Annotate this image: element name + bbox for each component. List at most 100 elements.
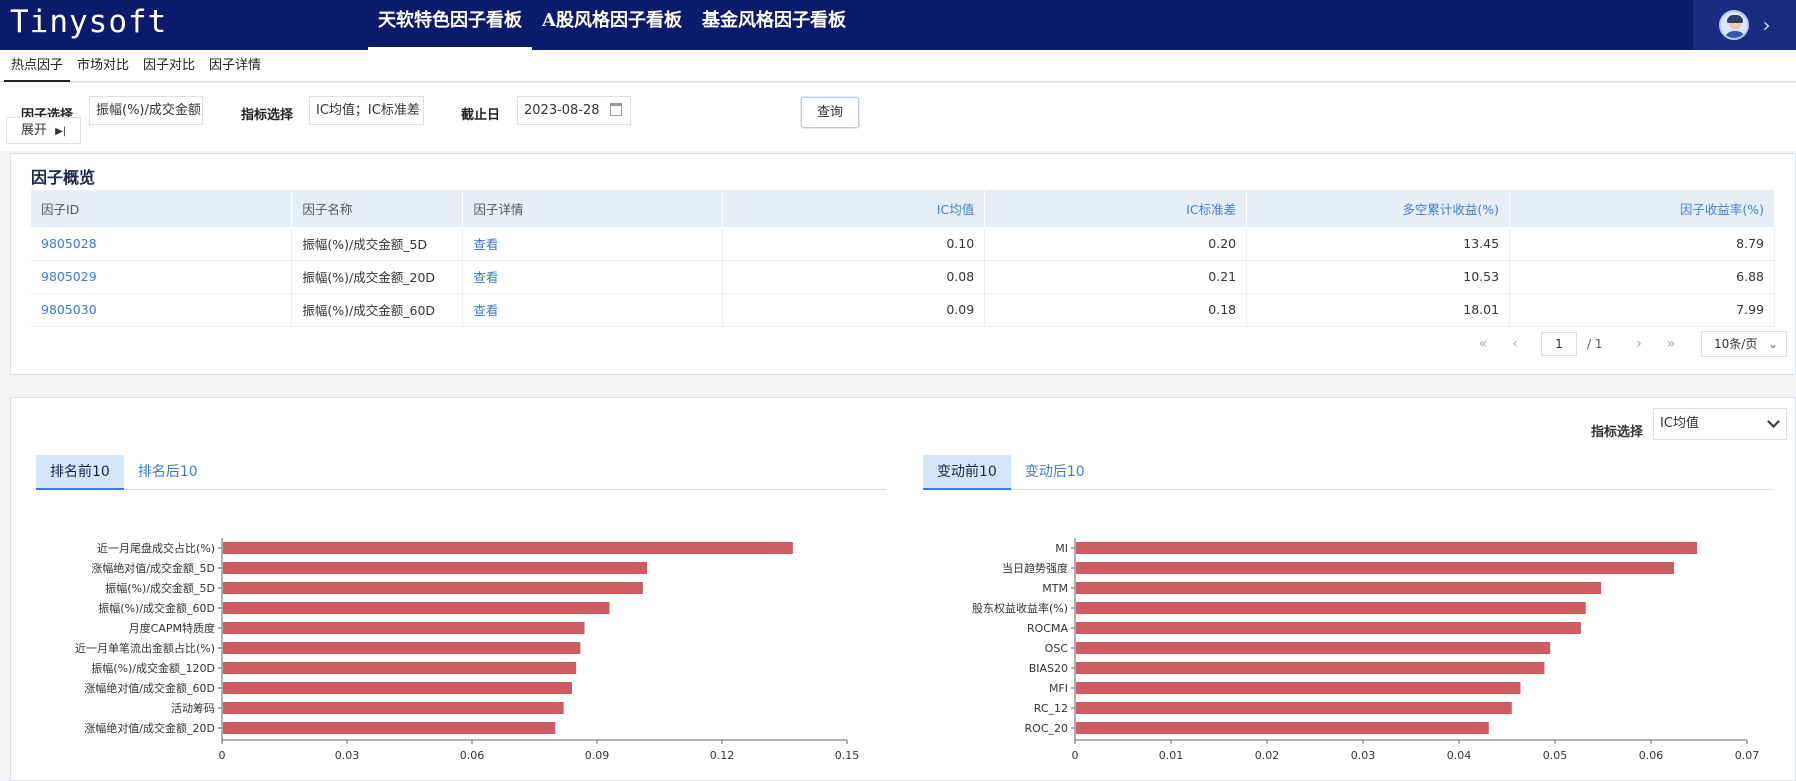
bar[interactable] <box>223 722 556 734</box>
nav-a-share-style-board[interactable]: A股风格因子看板 <box>542 10 682 31</box>
x-tick-label: 0 <box>219 749 226 762</box>
factor-return-value: 8.79 <box>1509 227 1775 261</box>
sub-tabs: 热点因子 市场对比 因子对比 因子详情 <box>0 50 1796 82</box>
left-chart-tabs: 排名前10 排名后10 <box>36 455 886 490</box>
tab-market-compare[interactable]: 市场对比 <box>77 57 130 73</box>
ranking-metric-value: IC均值 <box>1660 416 1699 431</box>
nav-fund-style-board[interactable]: 基金风格因子看板 <box>701 10 846 31</box>
col-factor-return[interactable]: 因子收益率(%) <box>1509 190 1775 227</box>
last-page-icon[interactable]: » <box>1666 336 1676 352</box>
first-page-icon[interactable]: « <box>1478 336 1488 352</box>
category-label: 近一月单笔流出金额占比(%) <box>75 641 215 655</box>
ranking-metric-label: 指标选择 <box>1591 425 1644 440</box>
end-date-label: 截止日 <box>461 108 501 123</box>
bar[interactable] <box>223 662 577 674</box>
end-date-picker[interactable]: 2023-08-28 <box>517 96 631 125</box>
view-detail-link[interactable]: 查看 <box>462 260 724 294</box>
factor-name: 振幅(%)/成交金额_20D <box>291 260 464 294</box>
pagination: « ‹ 1 / 1 › » 10条/页 ⌄ <box>1467 331 1787 357</box>
factor-id-link[interactable]: 9805028 <box>31 227 293 261</box>
x-tick-label: 0.15 <box>835 749 860 762</box>
bar[interactable] <box>1076 582 1602 594</box>
col-factor-detail[interactable]: 因子详情 <box>462 190 724 227</box>
col-factor-name[interactable]: 因子名称 <box>291 190 464 227</box>
bar[interactable] <box>223 642 581 654</box>
top-navbar: Tinysoft 天软特色因子看板 A股风格因子看板 基金风格因子看板 › <box>0 0 1796 50</box>
bar[interactable] <box>1076 602 1586 614</box>
change-top10-bar-chart: MI 当日趋势强度 MTM 股东权益收益率(%) ROCMA OSC BIAS20 MFI RC… <box>972 538 1759 762</box>
bar[interactable] <box>223 602 610 614</box>
bar[interactable] <box>1076 642 1551 654</box>
nav-tinysoft-factor-board[interactable]: 天软特色因子看板 <box>368 0 532 50</box>
x-tick-label: 0.05 <box>1543 749 1568 762</box>
x-tick-label: 0 <box>1072 749 1079 762</box>
tab-change-top10[interactable]: 变动前10 <box>923 455 1011 490</box>
view-detail-link[interactable]: 查看 <box>462 227 724 261</box>
x-tick-label: 0.03 <box>335 749 360 762</box>
x-tick-label: 0.12 <box>710 749 735 762</box>
bar[interactable] <box>223 622 585 634</box>
bar[interactable] <box>223 682 572 694</box>
bar[interactable] <box>1076 662 1545 674</box>
x-tick-label: 0.02 <box>1255 749 1280 762</box>
ranking-metric-select[interactable]: IC均值 <box>1653 408 1787 440</box>
chevron-down-icon <box>1767 415 1780 428</box>
prev-page-icon[interactable]: ‹ <box>1512 336 1518 352</box>
tab-factor-detail[interactable]: 因子详情 <box>209 57 262 73</box>
metric-select-label: 指标选择 <box>241 108 294 123</box>
ic-std-value: 0.20 <box>984 227 1248 261</box>
chevron-right-icon[interactable]: › <box>1762 13 1771 37</box>
expand-button[interactable]: 展开 ▶| <box>6 117 81 144</box>
category-label: 近一月尾盘成交占比(%) <box>97 541 215 555</box>
user-menu[interactable]: › <box>1693 0 1796 50</box>
bar[interactable] <box>1076 682 1521 694</box>
bar[interactable] <box>223 582 643 594</box>
tab-top10[interactable]: 排名前10 <box>36 455 124 490</box>
next-page-icon[interactable]: › <box>1636 336 1642 352</box>
ls-return-value: 10.53 <box>1246 260 1511 294</box>
factor-select-input[interactable]: 振幅(%)/成交金额 <box>89 96 203 125</box>
category-label: ROC_20 <box>1025 722 1068 735</box>
bar[interactable] <box>1076 622 1581 634</box>
bar[interactable] <box>223 562 647 574</box>
bar[interactable] <box>1076 542 1698 554</box>
category-label: 涨幅绝对值/成交金额_20D <box>84 721 215 735</box>
top10-bar-chart: 近一月尾盘成交占比(%) 涨幅绝对值/成交金额_5D 振幅(%)/成交金额_5D 振幅… <box>75 538 860 762</box>
page-number-input[interactable]: 1 <box>1541 332 1577 356</box>
factor-return-value: 7.99 <box>1509 293 1775 327</box>
tab-hot-factors[interactable]: 热点因子 <box>4 50 71 82</box>
col-factor-id[interactable]: 因子ID <box>31 190 293 227</box>
factor-id-link[interactable]: 9805030 <box>31 293 293 327</box>
filter-bar: 因子选择 振幅(%)/成交金额 展开 ▶| 指标选择 IC均值；IC标准差 截止… <box>0 83 1796 151</box>
factor-id-link[interactable]: 9805029 <box>31 260 293 294</box>
col-ic-std[interactable]: IC标准差 <box>984 190 1248 227</box>
avatar[interactable] <box>1718 10 1749 40</box>
tab-change-bottom10[interactable]: 变动后10 <box>1024 464 1085 480</box>
ic-mean-value: 0.10 <box>722 227 986 261</box>
ic-std-value: 0.21 <box>984 260 1248 294</box>
bar[interactable] <box>1076 562 1675 574</box>
col-ic-mean[interactable]: IC均值 <box>722 190 986 227</box>
category-label: BIAS20 <box>1029 662 1068 675</box>
x-tick-label: 0.04 <box>1447 749 1472 762</box>
ls-return-value: 13.45 <box>1246 227 1511 261</box>
table-row: 9805028 振幅(%)/成交金额_5D 查看 0.10 0.20 13.45… <box>31 227 1775 261</box>
bar[interactable] <box>223 702 564 714</box>
overview-title: 因子概览 <box>31 168 96 187</box>
query-button[interactable]: 查询 <box>801 97 859 128</box>
category-label: RC_12 <box>1034 702 1068 715</box>
bar[interactable] <box>1076 722 1489 734</box>
tab-bottom10[interactable]: 排名后10 <box>137 464 198 480</box>
metric-select-input[interactable]: IC均值；IC标准差 <box>309 96 424 125</box>
tab-factor-compare[interactable]: 因子对比 <box>143 57 196 73</box>
table-header-row: 因子ID 因子名称 因子详情 IC均值 IC标准差 多空累计收益(%) 因子收益… <box>31 190 1775 227</box>
app-logo[interactable]: Tinysoft <box>10 4 168 40</box>
col-ls-return[interactable]: 多空累计收益(%) <box>1246 190 1511 227</box>
chevron-down-icon: ⌄ <box>1767 337 1778 351</box>
page-size-select[interactable]: 10条/页 ⌄ <box>1701 331 1787 357</box>
view-detail-link[interactable]: 查看 <box>462 293 724 327</box>
category-label: 振幅(%)/成交金额_60D <box>98 601 215 615</box>
bar[interactable] <box>223 542 793 554</box>
bar[interactable] <box>1076 702 1512 714</box>
calendar-icon[interactable] <box>610 103 622 116</box>
